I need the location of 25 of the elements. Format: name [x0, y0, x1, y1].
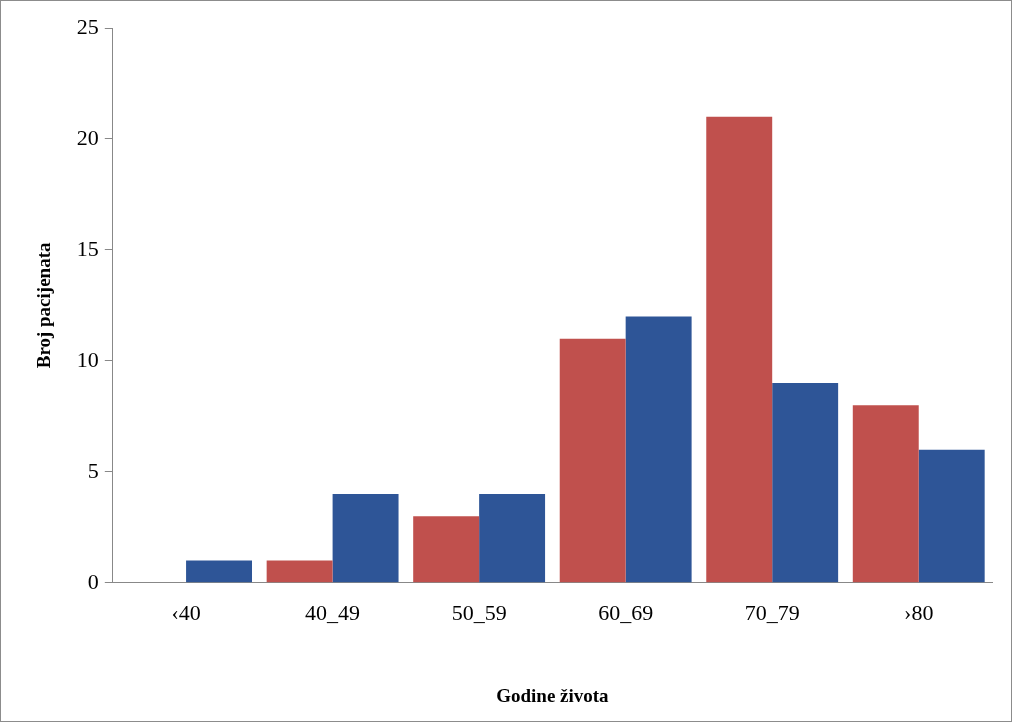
bar [413, 516, 480, 583]
y-tick-label: 20 [76, 124, 99, 150]
x-tick-label: 60_69 [598, 599, 654, 625]
y-tick-label: 5 [87, 457, 99, 483]
bar [186, 560, 253, 583]
x-tick-label: 40_49 [305, 599, 361, 625]
x-axis-title: Godine života [496, 684, 610, 706]
y-tick-label: 10 [76, 346, 99, 372]
bar [706, 116, 773, 583]
y-tick-label: 0 [87, 568, 99, 594]
x-tick-label: ›80 [904, 599, 934, 625]
x-tick-label: ‹40 [171, 599, 201, 625]
bar [266, 560, 333, 583]
bar [559, 338, 626, 583]
bar [772, 383, 839, 583]
bar [852, 405, 919, 583]
bar [625, 316, 692, 583]
x-tick-label: 50_59 [451, 599, 507, 625]
y-axis-title: Broj pacijenata [33, 242, 55, 369]
x-tick-label: 70_79 [744, 599, 800, 625]
bar [479, 494, 546, 583]
bar [332, 494, 399, 583]
y-tick-label: 15 [76, 235, 99, 261]
y-tick-label: 25 [76, 13, 99, 39]
bar [918, 449, 985, 583]
